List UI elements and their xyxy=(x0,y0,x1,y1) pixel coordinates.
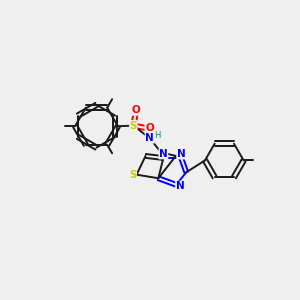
Text: H: H xyxy=(154,131,161,140)
Text: N: N xyxy=(176,181,184,191)
Text: N: N xyxy=(145,133,154,143)
Text: S: S xyxy=(130,121,137,130)
Text: N: N xyxy=(177,149,186,159)
Text: N: N xyxy=(159,149,168,159)
Text: O: O xyxy=(145,123,154,133)
Text: O: O xyxy=(131,105,140,115)
Text: S: S xyxy=(129,170,136,180)
